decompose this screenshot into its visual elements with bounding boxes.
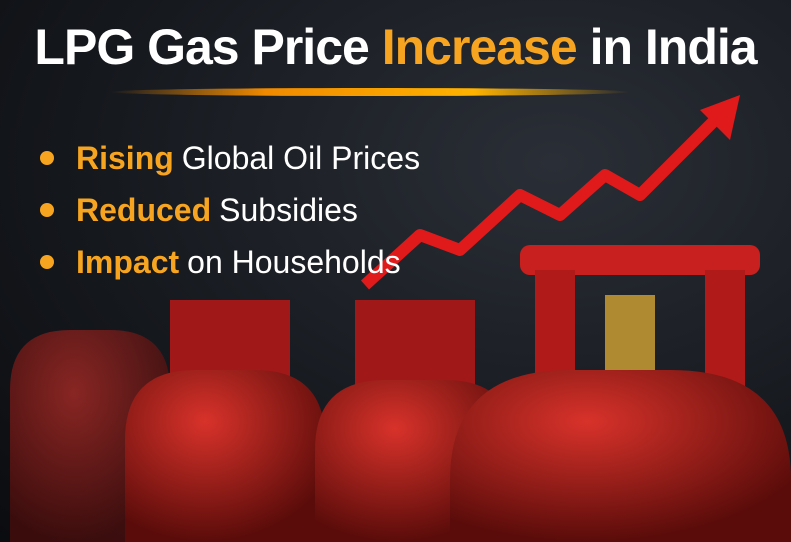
bullet-dot-icon [40, 203, 54, 217]
rising-arrow [360, 105, 730, 290]
headline: LPG Gas Price Increase in India [0, 18, 791, 76]
cylinder-front [450, 245, 791, 542]
cylinder-left [125, 300, 325, 542]
bullet-text: Global Oil Prices [181, 139, 421, 176]
headline-highlight: Increase [381, 19, 578, 75]
bullet-dot-icon [40, 255, 54, 269]
bullet-item: Reduced Subsidies [40, 184, 420, 236]
bullet-dot-icon [40, 151, 54, 165]
bullet-keyword: Reduced [76, 191, 212, 228]
bullet-text: Subsidies [219, 191, 358, 228]
bullet-text: on Households [187, 243, 401, 280]
bullet-keyword: Impact [76, 243, 180, 280]
bullet-item: Impact on Households [40, 236, 420, 288]
bullet-keyword: Rising [76, 139, 174, 176]
bullet-list: Rising Global Oil Prices Reduced Subsidies… [40, 132, 420, 288]
headline-part1: LPG Gas Price [34, 19, 369, 75]
headline-part2: in India [589, 19, 758, 75]
bullet-item: Rising Global Oil Prices [40, 132, 420, 184]
headline-underline [110, 88, 630, 96]
arrow-head-icon [700, 95, 740, 140]
